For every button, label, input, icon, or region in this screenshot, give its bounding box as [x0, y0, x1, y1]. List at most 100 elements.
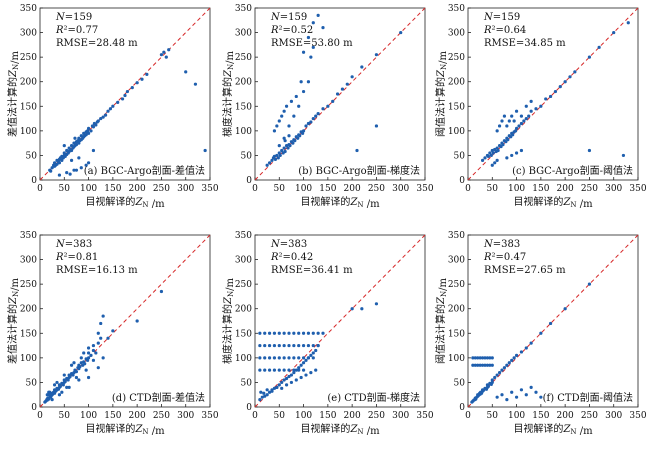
data-point: [282, 356, 286, 360]
y-tick-label: 0: [459, 403, 465, 413]
one-to-one-line: [467, 7, 639, 181]
y-tick-label: 100: [20, 354, 37, 364]
stat-line-1: N=383: [55, 239, 92, 250]
y-tick-label: 200: [235, 78, 252, 88]
data-point: [282, 109, 286, 113]
y-tick-label: 50: [26, 151, 38, 161]
data-point: [292, 371, 296, 375]
y-tick-label: 150: [235, 329, 252, 339]
data-point: [79, 361, 83, 365]
data-point: [280, 114, 284, 118]
data-point: [96, 341, 100, 345]
y-tick-label: 50: [26, 378, 38, 388]
data-point: [277, 151, 281, 155]
data-point: [612, 30, 616, 35]
data-point: [490, 356, 494, 360]
data-point: [501, 143, 505, 147]
y-tick-label: 250: [235, 53, 252, 63]
data-point: [495, 158, 499, 162]
data-point: [106, 109, 110, 113]
data-point: [73, 136, 77, 140]
y-tick-label: 100: [448, 127, 465, 137]
data-point: [111, 329, 115, 333]
stat-line-1: N=159: [55, 12, 92, 23]
data-point: [478, 356, 482, 360]
data-point: [49, 395, 53, 399]
scatter-panel-5: 0 50 100 150 200 250 300 350 0 50 100 150 200 250 300 3…: [221, 231, 434, 437]
data-point: [321, 26, 325, 30]
data-point: [294, 368, 298, 372]
data-point: [263, 343, 267, 348]
data-point: [120, 97, 125, 101]
x-tick-label: 200: [129, 411, 146, 421]
x-tick-label: 0: [252, 411, 258, 421]
data-point: [505, 156, 509, 160]
data-point: [288, 144, 292, 148]
data-point: [529, 99, 533, 103]
data-point: [50, 166, 54, 170]
panel-label: (b) BGC-Argo剖面-梯度法: [298, 164, 420, 177]
data-point: [304, 373, 308, 377]
data-point: [500, 368, 504, 372]
data-point: [86, 129, 90, 133]
data-point: [286, 146, 290, 150]
data-point: [77, 136, 81, 140]
stat-line-2: R²=0.81: [55, 252, 98, 263]
x-axis-title: 目视解译的ZN /m: [513, 422, 593, 437]
data-point: [287, 368, 291, 372]
stat-line-2: R²=0.52: [270, 25, 313, 36]
data-point: [47, 390, 51, 394]
data-point: [111, 104, 115, 108]
data-point: [316, 13, 320, 17]
data-point: [506, 138, 510, 142]
data-point: [84, 133, 88, 137]
data-point: [311, 343, 315, 348]
data-point: [514, 353, 519, 357]
data-point: [108, 107, 113, 111]
data-point: [512, 119, 516, 123]
data-point: [355, 148, 359, 153]
x-tick-label: 250: [153, 411, 170, 421]
data-point: [511, 133, 515, 137]
y-tick-label: 350: [235, 4, 252, 14]
data-point: [267, 368, 272, 372]
data-point: [496, 148, 500, 153]
y-tick-label: 350: [235, 231, 252, 241]
data-point: [99, 336, 103, 340]
y-tick-label: 150: [20, 329, 37, 339]
data-point: [485, 356, 490, 360]
scatter-panel-3: 0 50 100 150 200 250 300 350 0 50 100 150 200 250 300 3…: [434, 4, 647, 210]
data-point: [476, 356, 480, 360]
x-tick-label: 50: [274, 184, 286, 194]
y-tick-label: 50: [241, 378, 253, 388]
x-tick-label: 250: [368, 184, 385, 194]
data-point: [99, 116, 103, 121]
x-tick-label: 300: [177, 411, 194, 421]
data-point: [524, 393, 528, 397]
data-point: [258, 331, 262, 335]
data-point: [304, 358, 308, 362]
data-point: [529, 385, 533, 389]
data-point: [287, 374, 291, 379]
data-point: [480, 158, 485, 162]
data-point: [507, 361, 511, 365]
data-point: [272, 368, 277, 372]
data-point: [287, 356, 291, 360]
data-point: [587, 148, 592, 153]
data-point: [91, 348, 96, 353]
stat-line-1: N=383: [270, 239, 307, 250]
data-point: [490, 380, 494, 385]
data-point: [301, 50, 306, 54]
data-point: [50, 398, 54, 402]
data-point: [262, 391, 266, 395]
plot-frame: [467, 234, 639, 408]
x-tick-label: 200: [344, 184, 361, 194]
data-point: [282, 378, 286, 382]
data-point: [277, 383, 281, 387]
x-tick-label: 300: [392, 184, 409, 194]
stat-line-1: N=159: [483, 12, 520, 23]
data-point: [289, 380, 294, 385]
data-point: [101, 314, 105, 318]
y-tick-label: 150: [235, 102, 252, 112]
data-point: [493, 375, 497, 380]
